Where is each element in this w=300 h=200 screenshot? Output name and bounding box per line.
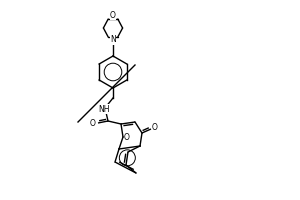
Text: N: N	[110, 36, 116, 45]
Text: O: O	[90, 118, 96, 128]
Text: NH: NH	[98, 104, 110, 114]
Text: O: O	[124, 134, 130, 142]
Text: O: O	[152, 123, 158, 132]
Text: O: O	[110, 11, 116, 20]
